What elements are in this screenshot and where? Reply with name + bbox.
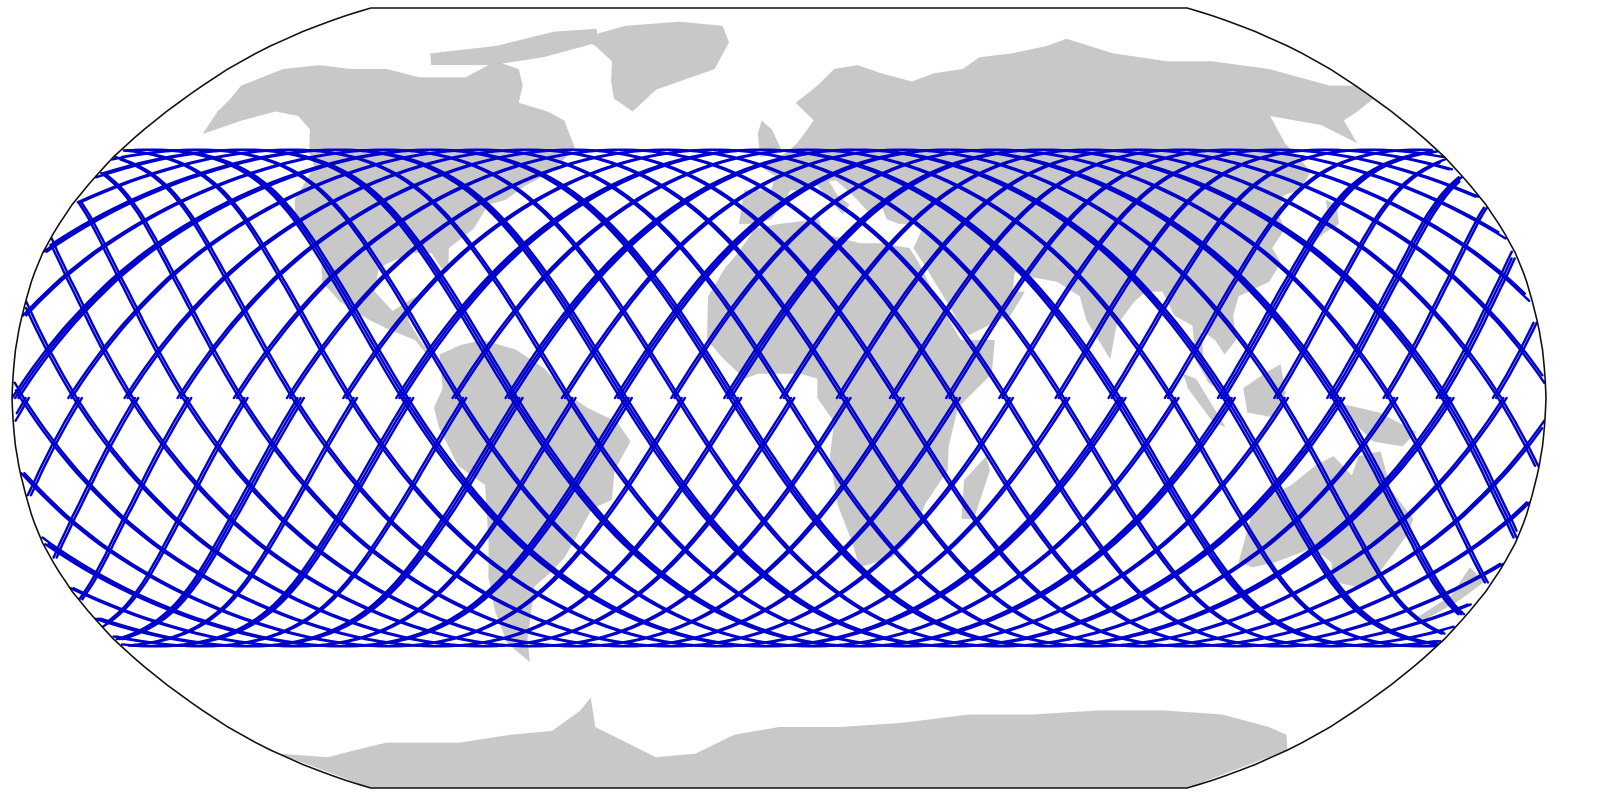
orbit-track [104,148,1455,648]
orbit-track [121,148,1442,648]
landmass-arctic-islands [430,28,599,66]
landmass-greenland [579,21,729,112]
orbit-track [17,148,1455,648]
orbit-track [118,148,1439,648]
orbit-track [70,148,1508,648]
orbit-track [99,148,1466,648]
orbit-track [115,148,1436,648]
landmass-africa [707,219,995,568]
orbit-track [45,148,1516,648]
landmass-sumatra [1183,373,1226,427]
orbit-track [128,148,1438,648]
orbit-track [23,148,1540,648]
orbit-track [110,148,1442,648]
orbit-track [103,148,1454,648]
orbit-track [41,148,1518,648]
landmass-borneo [1243,364,1286,418]
orbit-track [81,148,1472,648]
orbit-track [113,148,1435,648]
orbit-track [13,148,1544,648]
landmass-uk [757,120,783,158]
orbit-track [25,148,1538,648]
orbit-track [129,148,1438,648]
orbit-track [14,148,1452,648]
orbit-track [79,148,1488,648]
orbit-track [120,148,1433,648]
orbit-tracks-layer [12,148,1546,648]
orbit-track [50,148,1500,648]
landmass-new-zealand [1412,567,1485,620]
orbit-track [72,148,1490,648]
map-frame [11,7,1547,789]
landmass-madagascar [961,456,990,519]
orbit-track [94,148,1461,648]
landmass-antarctica [278,697,1288,788]
orbit-track [29,148,1531,648]
orbit-track [101,148,1445,648]
orbit-track [127,148,1435,648]
